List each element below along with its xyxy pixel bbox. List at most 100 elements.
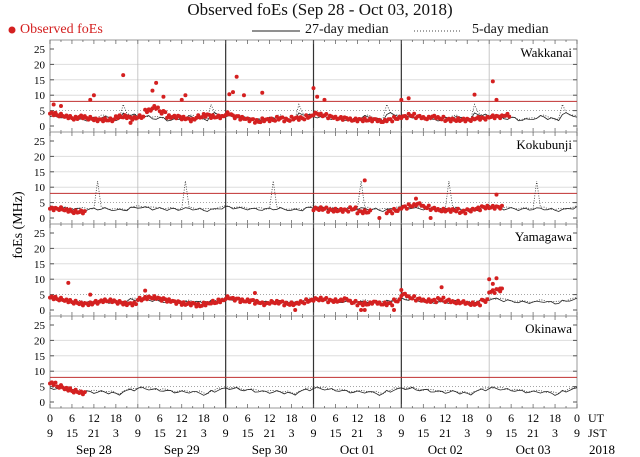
observed-point [251, 117, 256, 122]
jst-tick-label: 21 [351, 426, 363, 440]
ut-tick-label: 0 [486, 411, 492, 425]
observed-point [434, 300, 439, 305]
observed-point [362, 308, 367, 312]
ut-tick-label: 0 [574, 411, 580, 425]
ut-tick-label: 6 [245, 411, 251, 425]
observed-point [441, 295, 446, 300]
observed-point [353, 298, 358, 303]
ut-tick-label: 18 [198, 411, 210, 425]
station-label: Yamagawa [515, 229, 572, 244]
observed-point [241, 93, 246, 98]
station-label: Okinawa [525, 321, 572, 336]
observed-point [353, 116, 358, 121]
observed-point [322, 97, 327, 102]
y-axis-label: foEs (MHz) [11, 191, 26, 259]
legend-observed-label: Observed foEs [20, 22, 103, 37]
ut-tick-label: 12 [176, 411, 188, 425]
ut-tick-label: 6 [157, 411, 163, 425]
observed-point [478, 303, 483, 308]
date-label: Oct 03 [516, 442, 551, 457]
observed-point [88, 292, 93, 297]
ut-tick-label: 6 [420, 411, 426, 425]
observed-point [236, 296, 241, 301]
observed-point [397, 297, 402, 302]
observed-point [390, 211, 395, 216]
observed-point [490, 281, 495, 286]
jst-tick-label: 15 [242, 426, 254, 440]
y-tick-label: 15 [34, 75, 46, 87]
observed-point [236, 114, 241, 119]
chart-title: Observed foEs (Sep 28 - Oct 03, 2018) [187, 0, 453, 19]
ut-tick-label: 0 [223, 411, 229, 425]
observed-point [360, 211, 365, 216]
observed-point [392, 308, 397, 312]
jst-tick-label: 9 [311, 426, 317, 440]
ut-tick-label: 0 [47, 411, 53, 425]
year-label: 2018 [589, 442, 615, 457]
observed-point [426, 203, 431, 208]
jst-tick-label: 3 [552, 426, 558, 440]
observed-point [390, 303, 395, 308]
observed-point [199, 303, 204, 308]
observed-point [280, 115, 285, 120]
observed-point [368, 208, 373, 213]
median-27day-line [49, 386, 578, 396]
ut-tick-label: 12 [88, 411, 100, 425]
y-tick-label: 10 [34, 182, 46, 194]
jst-tick-label: 9 [223, 426, 229, 440]
y-tick-label: 25 [34, 136, 46, 148]
observed-point [338, 206, 343, 211]
ut-tick-label: 6 [332, 411, 338, 425]
legend-27day-label: 27-day median [305, 22, 389, 37]
observed-point [428, 216, 433, 220]
jst-tick-label: 3 [113, 426, 119, 440]
y-tick-label: 5 [40, 382, 46, 394]
observed-point [112, 117, 117, 122]
observed-point [163, 110, 168, 115]
observed-point [252, 291, 257, 296]
ut-tick-label: 6 [508, 411, 514, 425]
jst-tick-label: 15 [329, 426, 341, 440]
observed-point [360, 119, 365, 124]
observed-point [499, 203, 504, 208]
observed-point [353, 205, 358, 210]
observed-point [280, 299, 285, 304]
ut-tick-label: 0 [135, 411, 141, 425]
jst-tick-label: 9 [574, 426, 580, 440]
observed-point [346, 209, 351, 214]
observed-point [192, 301, 197, 306]
observed-point [251, 298, 256, 303]
observed-point [412, 111, 417, 116]
y-tick-label: 25 [34, 320, 46, 332]
observed-point [439, 285, 444, 290]
y-tick-label: 5 [40, 198, 46, 210]
observed-point [382, 300, 387, 305]
observed-point [128, 120, 133, 125]
observed-point [183, 93, 188, 98]
observed-point [492, 290, 497, 295]
jst-tick-label: 15 [417, 426, 429, 440]
observed-point [406, 96, 411, 101]
observed-point [368, 116, 373, 121]
date-label: Oct 02 [428, 442, 463, 457]
observed-point [207, 112, 212, 117]
jst-tick-label: 3 [289, 426, 295, 440]
observed-point [399, 97, 404, 102]
observed-point [494, 276, 499, 281]
date-label: Sep 28 [76, 442, 112, 457]
observed-point [338, 114, 343, 119]
ut-tick-label: 18 [549, 411, 561, 425]
ut-tick-label: 12 [264, 411, 276, 425]
observed-point [441, 114, 446, 119]
y-tick-label: 25 [34, 228, 46, 240]
observed-point [413, 196, 418, 201]
observed-point [478, 208, 483, 213]
observed-point [494, 192, 499, 197]
observed-point [82, 390, 87, 395]
y-tick-label: 0 [40, 397, 46, 409]
y-tick-label: 0 [40, 213, 46, 225]
observed-point [487, 277, 492, 282]
observed-point [490, 79, 495, 84]
jst-tick-label: 21 [88, 426, 100, 440]
ut-tick-label: 6 [69, 411, 75, 425]
